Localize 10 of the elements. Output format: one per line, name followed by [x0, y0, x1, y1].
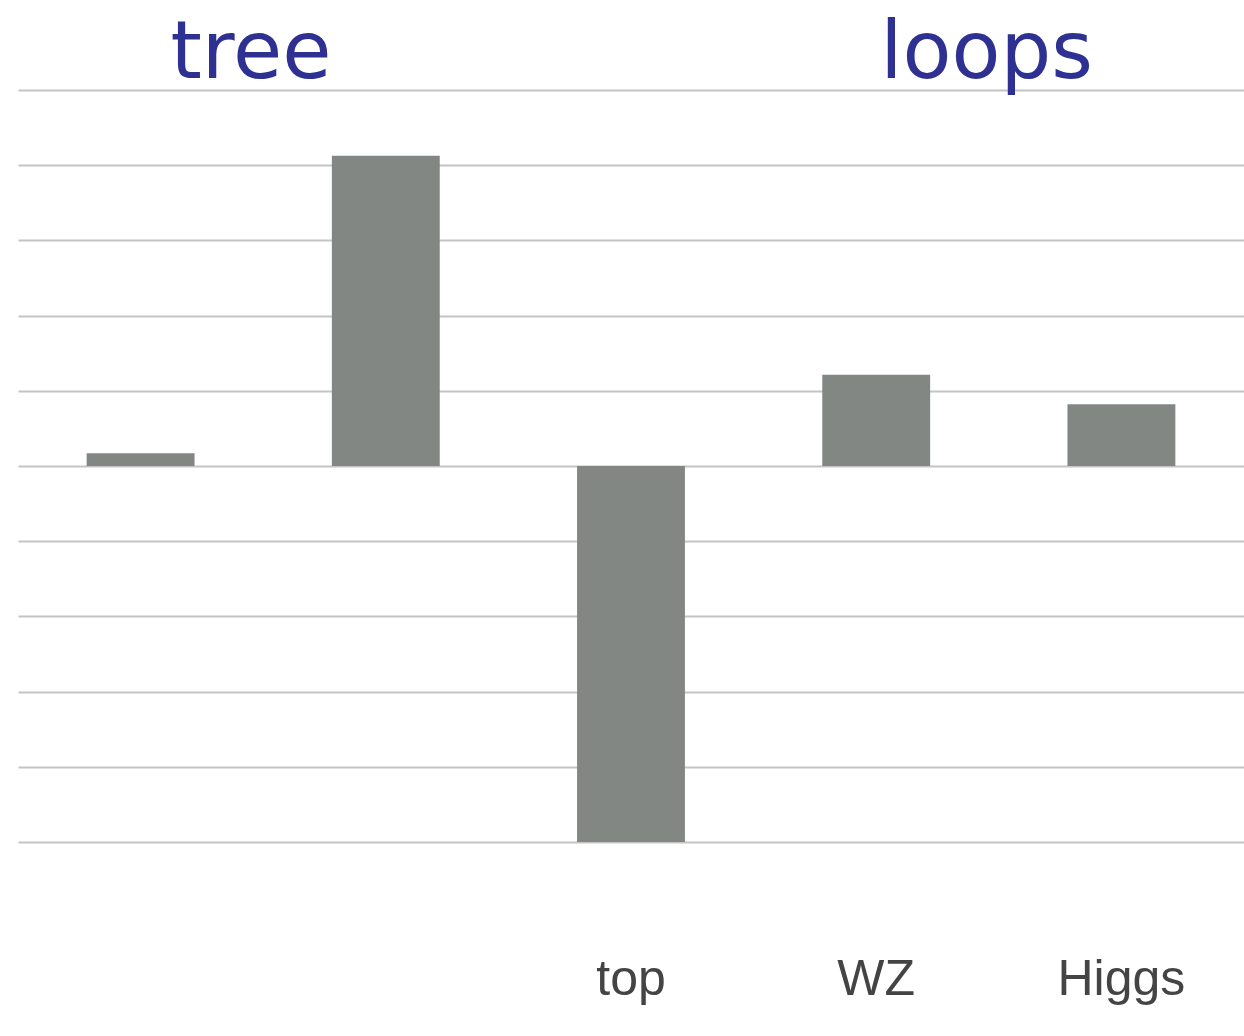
bar: [86, 453, 195, 466]
bar: [577, 466, 685, 842]
bar: [822, 374, 931, 466]
bar: [331, 155, 440, 466]
x-tick-label: WZ: [837, 949, 916, 1006]
bar: [1067, 404, 1176, 466]
text: tree: [170, 4, 332, 97]
x-tick-label: Higgs: [1057, 949, 1186, 1006]
text: loops: [880, 4, 1093, 97]
x-tick-label: top: [596, 949, 666, 1006]
